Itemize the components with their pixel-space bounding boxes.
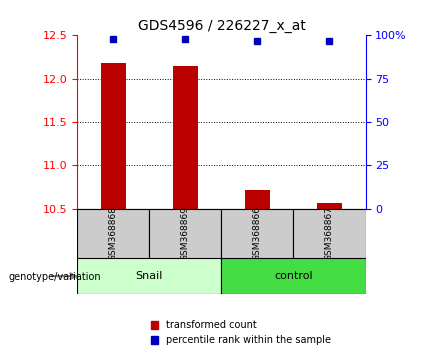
FancyBboxPatch shape (221, 258, 366, 294)
FancyBboxPatch shape (150, 209, 221, 258)
Bar (317, 203, 342, 209)
Bar (173, 66, 198, 209)
Title: GDS4596 / 226227_x_at: GDS4596 / 226227_x_at (138, 19, 305, 33)
FancyBboxPatch shape (77, 258, 221, 294)
Legend: transformed count, percentile rank within the sample: transformed count, percentile rank withi… (147, 316, 335, 349)
Text: Snail: Snail (136, 271, 163, 281)
Bar (101, 63, 126, 209)
FancyBboxPatch shape (77, 209, 150, 258)
Text: control: control (274, 271, 313, 281)
Text: GSM368868: GSM368868 (109, 206, 118, 261)
Text: GSM368869: GSM368869 (181, 206, 190, 261)
Text: genotype/variation: genotype/variation (9, 272, 101, 282)
Text: GSM368867: GSM368867 (325, 206, 334, 261)
FancyBboxPatch shape (293, 209, 366, 258)
Bar (245, 190, 270, 209)
Text: GSM368866: GSM368866 (253, 206, 262, 261)
FancyBboxPatch shape (221, 209, 293, 258)
